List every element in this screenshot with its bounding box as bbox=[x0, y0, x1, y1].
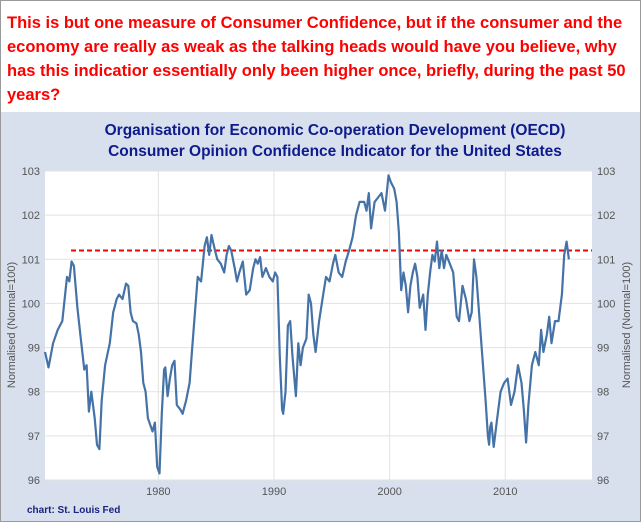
y-tick-label-right: 97 bbox=[597, 431, 609, 443]
y-tick-label-left: 103 bbox=[22, 166, 40, 178]
gridlines bbox=[45, 170, 592, 481]
x-tick-label: 1990 bbox=[262, 486, 286, 498]
source-credit: chart: St. Louis Fed bbox=[27, 505, 121, 516]
y-axis-label-left: Normalised (Normal=100) bbox=[6, 262, 18, 388]
commentary-text: This is but one measure of Consumer Conf… bbox=[7, 14, 626, 104]
chart-panel: Organisation for Economic Co-operation D… bbox=[1, 112, 640, 521]
y-tick-label-right: 96 bbox=[597, 475, 609, 487]
chart-title: Organisation for Economic Co-operation D… bbox=[105, 122, 566, 139]
y-tick-label-left: 98 bbox=[28, 387, 40, 399]
chart-subtitle: Consumer Opinion Confidence Indicator fo… bbox=[108, 143, 562, 160]
x-tick-label: 2010 bbox=[493, 486, 517, 498]
y-tick-label-left: 102 bbox=[22, 210, 40, 222]
y-axis-label-right: Normalised (Normal=100) bbox=[621, 262, 633, 388]
y-tick-label-left: 99 bbox=[28, 343, 40, 355]
y-axis-right: 96 97 98 99 100 101 102 103 bbox=[597, 166, 615, 487]
y-tick-label-left: 96 bbox=[28, 475, 40, 487]
y-tick-label-right: 102 bbox=[597, 210, 615, 222]
y-tick-label-left: 101 bbox=[22, 254, 40, 266]
y-tick-label-left: 97 bbox=[28, 431, 40, 443]
confidence-series-line bbox=[43, 174, 570, 475]
y-tick-label-right: 101 bbox=[597, 254, 615, 266]
x-tick-label: 1980 bbox=[146, 486, 170, 498]
y-tick-label-left: 100 bbox=[22, 298, 40, 310]
y-tick-label-right: 103 bbox=[597, 166, 615, 178]
x-tick-label: 2000 bbox=[377, 486, 401, 498]
y-axis-left: 96 97 98 99 100 101 102 103 bbox=[22, 166, 40, 487]
y-tick-label-right: 100 bbox=[597, 298, 615, 310]
y-tick-label-right: 99 bbox=[597, 343, 609, 355]
y-tick-label-right: 98 bbox=[597, 387, 609, 399]
chart-svg: Organisation for Economic Co-operation D… bbox=[6, 122, 633, 498]
x-axis: 1980 1990 2000 2010 bbox=[146, 486, 517, 498]
